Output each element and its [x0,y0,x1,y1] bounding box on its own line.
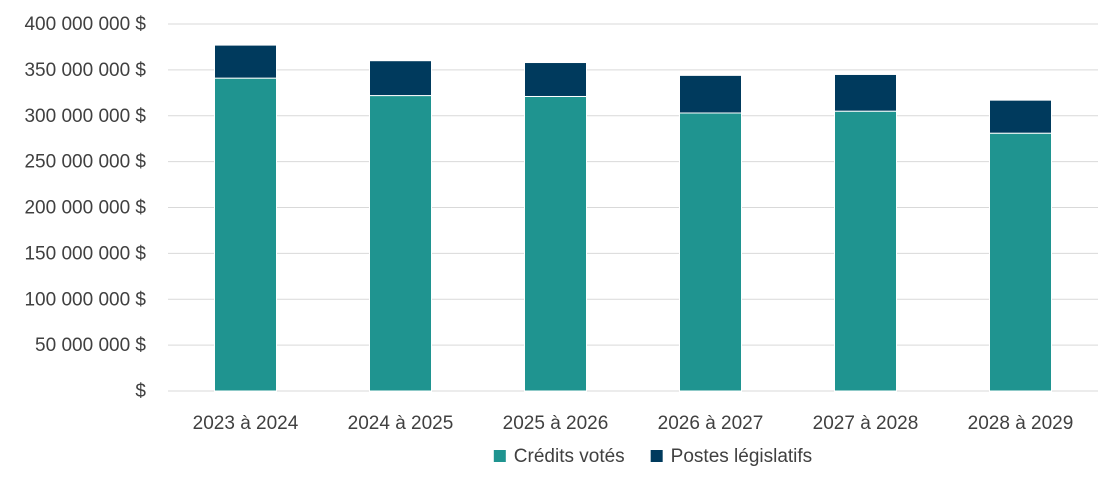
bar-segment-postes-legislatifs [524,62,587,97]
bar-segment-postes-legislatifs [369,60,432,97]
gridlines [168,23,1098,392]
y-axis-tick-labels: $50 000 000 $ 100 000 000 $ 150 000 000 $ 2… [24,14,146,402]
legend-swatch [650,450,663,462]
bar-segment-credits-votes [524,95,587,392]
y-tick-label: 300 000 000 $ [24,106,146,127]
x-tick-label: 2023 à 2024 [193,413,299,434]
y-tick-label: 250 000 000 $ [24,152,146,173]
bar-segment-postes-legislatifs [989,99,1052,134]
y-tick-label: 150 000 000 $ [24,243,146,264]
x-tick-label: 2027 à 2028 [813,413,919,434]
bar-segment-postes-legislatifs [834,73,897,112]
y-tick-label: 50 000 000 $ [35,335,146,356]
x-tick-label: 2026 à 2027 [658,413,764,434]
bars [214,44,1052,392]
x-tick-label: 2025 à 2026 [503,413,609,434]
bar-segment-credits-votes [679,112,742,392]
bar-segment-postes-legislatifs [679,74,742,114]
legend-label: Postes législatifs [671,446,813,467]
bar-segment-postes-legislatifs [214,44,277,79]
bar-segment-credits-votes [834,110,897,392]
y-tick-label: 200 000 000 $ [24,198,146,219]
legend-label: Crédits votés [514,446,625,467]
legend: Crédits votés Postes législatifs [493,446,813,467]
y-tick-label: 100 000 000 $ [24,289,146,310]
x-axis-tick-labels: 2023 à 2024 2024 à 2025 2025 à 2026 2026 à … [193,413,1074,434]
x-tick-label: 2024 à 2025 [348,413,454,434]
x-tick-label: 2028 à 2029 [968,413,1074,434]
bar-segment-credits-votes [369,95,432,392]
legend-swatch [493,450,506,462]
y-tick-label: $ [135,381,146,402]
y-tick-label: 350 000 000 $ [24,60,146,81]
bar-segment-credits-votes [214,77,277,392]
y-tick-label: 400 000 000 $ [24,14,146,35]
bar-segment-credits-votes [989,132,1052,392]
